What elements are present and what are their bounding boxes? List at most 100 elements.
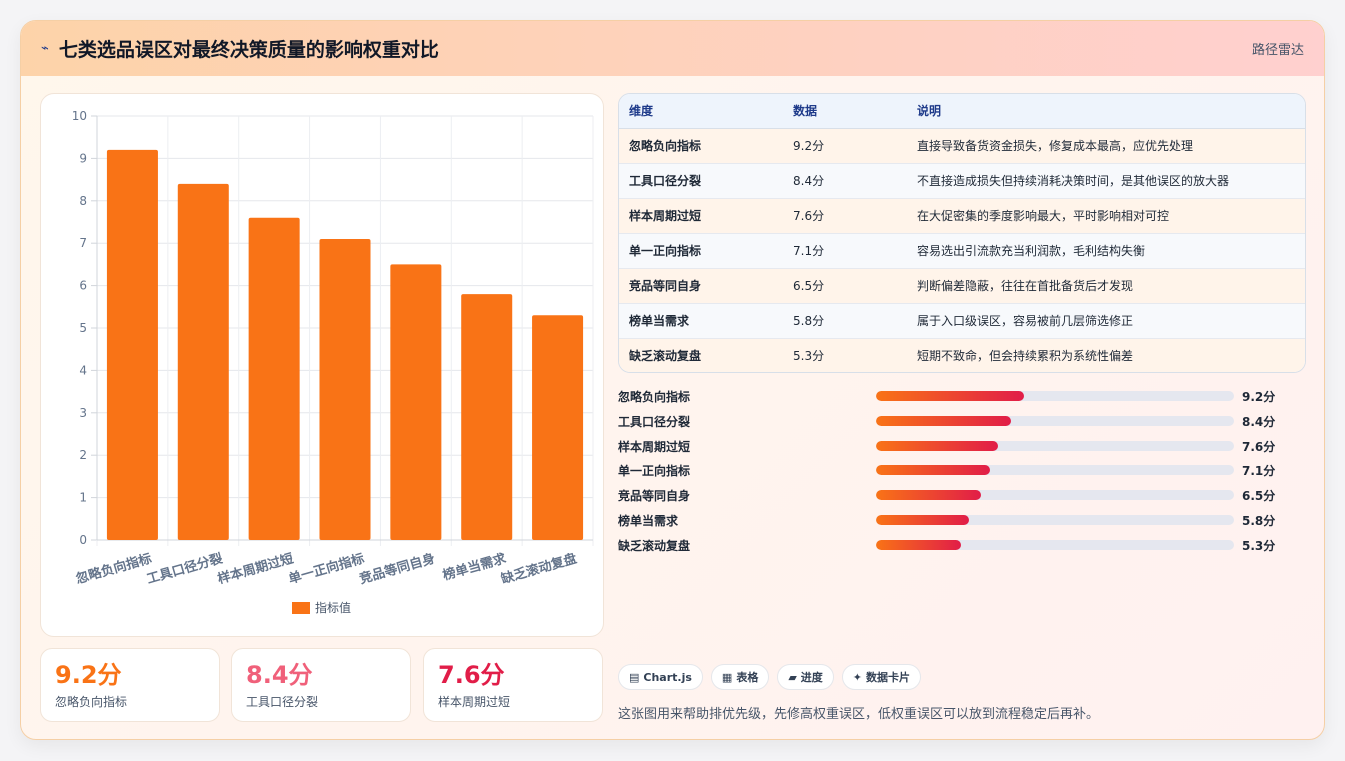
y-tick-label: 2 — [79, 448, 87, 462]
progress-value: 7.6分 — [1242, 439, 1276, 454]
column-header: 维度 — [619, 94, 783, 129]
table-cell: 短期不致命，但会持续累积为系统性偏差 — [907, 338, 1305, 372]
progress-track — [876, 465, 1234, 476]
progress-value: 8.4分 — [1242, 414, 1276, 429]
chip-icon: ▦ — [721, 670, 733, 684]
bar-4 — [319, 238, 371, 540]
tag-chip[interactable]: ▤ Chart.js — [618, 664, 703, 690]
y-tick-label: 1 — [79, 491, 87, 505]
kpi-value: 9.2分 — [55, 661, 122, 689]
tag-chip[interactable]: ✦ 数据卡片 — [841, 664, 922, 690]
legend-swatch — [292, 602, 310, 614]
y-tick-label: 9 — [79, 151, 87, 165]
kpi-value: 8.4分 — [246, 661, 313, 689]
progress-label: 缺乏滚动复盘 — [618, 538, 691, 553]
progress-value: 5.3分 — [1242, 538, 1276, 553]
progress-fill — [876, 415, 1012, 426]
kpi-label: 忽略负向指标 — [55, 695, 128, 709]
table-cell: 5.3分 — [783, 338, 907, 372]
table-cell: 判断偏差隐蔽，往往在首批备货后才发现 — [907, 268, 1305, 304]
progress-label: 样本周期过短 — [618, 439, 691, 454]
table-row: 单一正向指标 7.1分 容易选出引流款充当利润款，毛利结构失衡 — [619, 233, 1305, 269]
chip-icon: ✦ — [852, 670, 863, 684]
bar-3 — [248, 217, 300, 540]
table-cell: 6.5分 — [783, 268, 907, 304]
kpi-card-1: 9.2分 忽略负向指标 — [40, 648, 220, 722]
progress-row: 缺乏滚动复盘 5.3分 — [618, 532, 1306, 557]
progress-label: 单一正向指标 — [618, 464, 691, 479]
progress-list: 忽略负向指标 9.2分 工具口径分裂 8.4分 样本周期过短 7.6分 单一正向指标 7.1分… — [618, 383, 1306, 557]
chip-icon: ▰ — [788, 670, 797, 684]
table-row: 工具口径分裂 8.4分 不直接造成损失但持续消耗决策时间，是其他误区的放大器 — [619, 163, 1305, 199]
chip-icon: ▤ — [629, 670, 640, 684]
kpi-card-3: 7.6分 样本周期过短 — [423, 648, 603, 722]
bar-chart: 0 1 2 3 4 5 6 7 8 9 10 忽略负向指标工具口径分裂样本周期过短单一正向指标竞品等同… — [72, 109, 594, 615]
header-right-label: 路径雷达 — [1251, 43, 1304, 58]
progress-track — [876, 539, 1234, 550]
table-cell: 5.8分 — [783, 303, 907, 339]
y-tick-label: 7 — [79, 236, 87, 250]
table-cell: 样本周期过短 — [619, 198, 783, 234]
x-category-label: 工具口径分裂 — [145, 550, 225, 587]
progress-value: 7.1分 — [1242, 464, 1276, 479]
table-cell: 不直接造成损失但持续消耗决策时间，是其他误区的放大器 — [907, 163, 1305, 199]
chip-label: 进度 — [800, 671, 823, 684]
page-title: 七类选品误区对最终决策质量的影响权重对比 — [58, 39, 439, 61]
tag-chips: ▤ Chart.js ▦ 表格 ▰ 进度 ✦ 数据卡片 — [618, 664, 922, 690]
table-cell: 9.2分 — [783, 128, 907, 164]
progress-row: 忽略负向指标 9.2分 — [618, 383, 1306, 408]
y-tick-label: 4 — [79, 363, 87, 377]
x-category-label: 忽略负向指标 — [74, 550, 153, 587]
y-tick-label: 6 — [79, 279, 87, 293]
progress-row: 样本周期过短 7.6分 — [618, 433, 1306, 458]
table-cell: 8.4分 — [783, 163, 907, 199]
progress-fill — [876, 440, 999, 451]
y-tick-label: 0 — [79, 533, 87, 547]
progress-track — [876, 391, 1234, 401]
y-tick-label: 3 — [79, 406, 87, 420]
column-header: 数据 — [783, 94, 907, 129]
table-cell: 7.1分 — [783, 233, 907, 269]
table-row: 忽略负向指标 9.2分 直接导致备货资金损失，修复成本最高，应优先处理 — [619, 128, 1305, 164]
progress-value: 5.8分 — [1242, 513, 1276, 528]
progress-fill — [876, 465, 991, 476]
footnote: 这张图用来帮助排优先级，先修高权重误区，低权重误区可以放到流程稳定后再补。 — [618, 707, 1100, 722]
table-header-row: 维度 数据 说明 — [619, 94, 1305, 129]
bar-1 — [106, 149, 158, 541]
progress-label: 忽略负向指标 — [618, 390, 691, 404]
x-category-label: 缺乏滚动复盘 — [498, 550, 578, 587]
progress-fill — [876, 391, 1025, 401]
chip-label: 数据卡片 — [866, 671, 911, 684]
progress-track — [876, 490, 1234, 501]
table-cell: 在大促密集的季度影响最大，平时影响相对可控 — [907, 198, 1305, 234]
progress-fill — [876, 514, 970, 525]
x-category-label: 榜单当需求 — [441, 550, 509, 584]
data-table: 维度 数据 说明 忽略负向指标 9.2分 直接导致备货资金损失，修复成本最高，应优先… — [619, 94, 1305, 372]
table-row: 竞品等同自身 6.5分 判断偏差隐蔽，往往在首批备货后才发现 — [619, 268, 1305, 304]
x-category-label: 单一正向指标 — [287, 550, 366, 587]
table-row: 榜单当需求 5.8分 属于入口级误区，容易被前几层筛选修正 — [619, 303, 1305, 339]
bar-5 — [390, 264, 442, 540]
progress-track — [876, 415, 1234, 426]
header-bar: ⌁ 七类选品误区对最终决策质量的影响权重对比 路径雷达 — [21, 21, 1324, 76]
table-cell: 工具口径分裂 — [619, 163, 783, 199]
chip-label: Chart.js — [643, 670, 692, 684]
table-cell: 容易选出引流款充当利润款，毛利结构失衡 — [907, 233, 1305, 269]
bar-2 — [177, 183, 229, 540]
tag-chip[interactable]: ▰ 进度 — [777, 664, 834, 690]
progress-row: 榜单当需求 5.8分 — [618, 507, 1306, 532]
y-tick-label: 8 — [79, 194, 87, 208]
bar-7 — [532, 315, 584, 540]
progress-row: 单一正向指标 7.1分 — [618, 457, 1306, 482]
table-cell: 竞品等同自身 — [619, 268, 783, 304]
progress-track — [876, 440, 1234, 451]
table-cell: 缺乏滚动复盘 — [619, 338, 783, 372]
progress-track — [876, 514, 1234, 525]
bar-chart-panel: 0 1 2 3 4 5 6 7 8 9 10 忽略负向指标 工具口径分裂 样本周期过短 单一正向指标 竞品等同… — [40, 93, 604, 637]
x-category-label: 样本周期过短 — [216, 550, 295, 587]
tag-chip[interactable]: ▦ 表格 — [710, 664, 770, 690]
data-table-panel: 维度 数据 说明 忽略负向指标 9.2分 直接导致备货资金损失，修复成本最高，应优先… — [618, 93, 1306, 373]
legend-label: 指标值 — [315, 600, 351, 615]
y-tick-label: 10 — [72, 109, 87, 123]
x-category-label: 竞品等同自身 — [358, 550, 437, 587]
